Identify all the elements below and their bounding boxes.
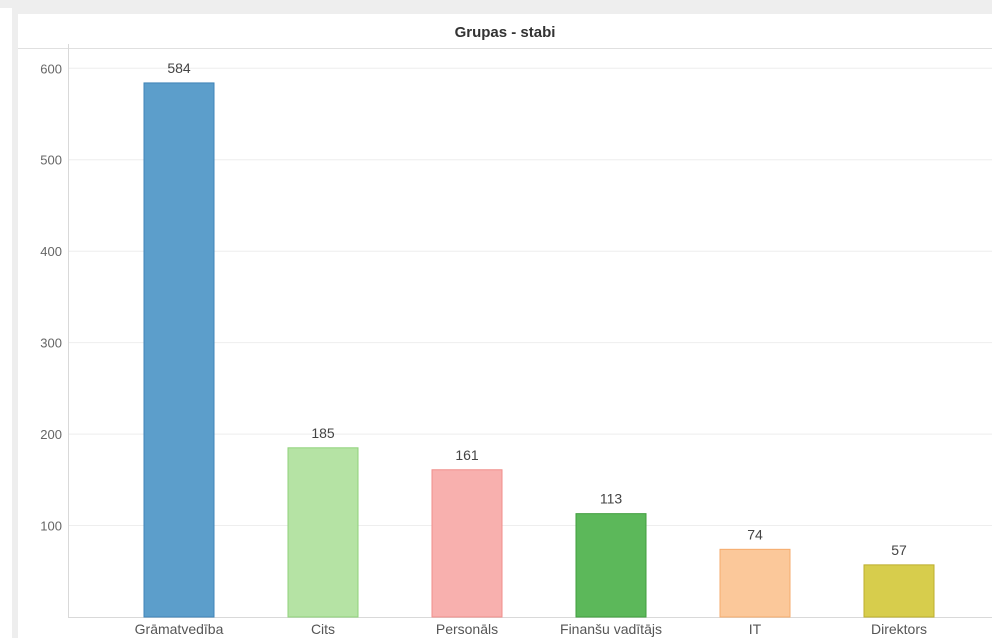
bar xyxy=(431,469,503,618)
y-tick-label: 500 xyxy=(40,153,62,168)
data-label: 161 xyxy=(455,447,479,463)
x-tick-label: Finanšu vadītājs xyxy=(560,621,662,637)
chart-title: Grupas - stabi xyxy=(454,24,556,41)
bar xyxy=(287,447,359,618)
x-tick-label: Direktors xyxy=(871,621,927,637)
y-tick-label: 600 xyxy=(40,61,62,76)
y-tick-label: 300 xyxy=(40,336,62,351)
data-label: 74 xyxy=(747,526,763,542)
data-label: 584 xyxy=(167,60,191,76)
x-tick-label: Grāmatvedība xyxy=(135,621,224,637)
chart-title-bar: Grupas - stabi xyxy=(18,18,992,49)
bar xyxy=(575,513,647,618)
y-tick-label: 100 xyxy=(40,519,62,534)
y-tick-label: 400 xyxy=(40,244,62,259)
bar xyxy=(863,564,935,618)
bar xyxy=(143,82,215,618)
data-label: 185 xyxy=(311,425,335,441)
x-tick-label: Cits xyxy=(311,621,335,637)
y-tick-label: 200 xyxy=(40,427,62,442)
adjacent-panel-edge xyxy=(0,8,12,638)
data-label: 57 xyxy=(891,542,907,558)
x-tick-label: Personāls xyxy=(436,621,498,637)
x-tick-label: IT xyxy=(749,621,762,637)
data-label: 113 xyxy=(600,491,623,507)
bar xyxy=(719,548,791,618)
